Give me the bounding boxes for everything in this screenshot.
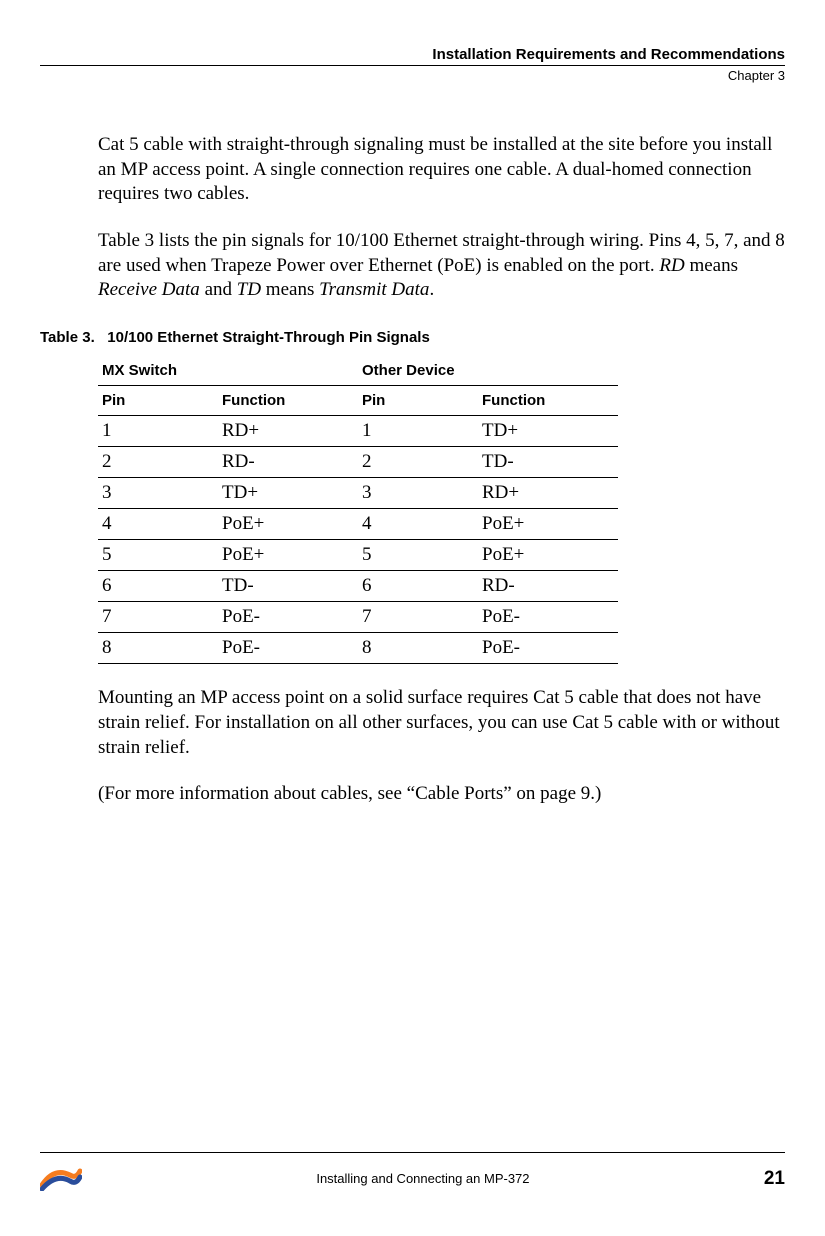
cell: 7	[98, 602, 218, 633]
header-rule	[40, 65, 785, 66]
col-func-1: Function	[218, 386, 358, 416]
cell: RD-	[218, 447, 358, 478]
footer-rule	[40, 1152, 785, 1153]
cell: 7	[358, 602, 478, 633]
table-row: 6TD-6RD-	[98, 571, 618, 602]
table-row: 7PoE-7PoE-	[98, 602, 618, 633]
cell: TD-	[218, 571, 358, 602]
cell: 1	[358, 416, 478, 447]
table-row: 2RD-2TD-	[98, 447, 618, 478]
cell: 1	[98, 416, 218, 447]
cell: RD+	[478, 478, 618, 509]
group-mx-switch: MX Switch	[98, 356, 358, 386]
table-caption-label: Table 3.	[40, 329, 95, 346]
p2-rdata: Receive Data	[98, 279, 200, 300]
cell: 4	[358, 509, 478, 540]
table-group-row: MX Switch Other Device	[98, 356, 618, 386]
cell: PoE-	[218, 633, 358, 664]
logo-icon	[40, 1161, 82, 1196]
cell: 3	[358, 478, 478, 509]
p2-rd: RD	[659, 255, 684, 276]
cell: 3	[98, 478, 218, 509]
cell: PoE-	[218, 602, 358, 633]
cell: RD-	[478, 571, 618, 602]
footer-line: Installing and Connecting an MP-372 21	[40, 1161, 785, 1196]
cell: TD-	[478, 447, 618, 478]
paragraph-1: Cat 5 cable with straight-through signal…	[98, 133, 785, 207]
cell: 4	[98, 509, 218, 540]
p2-td: TD	[237, 279, 261, 300]
footer-page-number: 21	[764, 1168, 785, 1190]
cell: TD+	[218, 478, 358, 509]
p2-part-d: means	[261, 279, 319, 300]
cell: PoE+	[478, 540, 618, 571]
cell: 5	[98, 540, 218, 571]
header-chapter: Chapter 3	[40, 68, 785, 83]
cell: 6	[98, 571, 218, 602]
page-header: Installation Requirements and Recommenda…	[40, 46, 785, 83]
cell: 5	[358, 540, 478, 571]
cell: PoE-	[478, 602, 618, 633]
cell: RD+	[218, 416, 358, 447]
pin-signals-table: MX Switch Other Device Pin Function Pin …	[98, 356, 618, 664]
p2-tdata: Transmit Data	[319, 279, 429, 300]
col-pin-2: Pin	[358, 386, 478, 416]
table-row: 4PoE+4PoE+	[98, 509, 618, 540]
header-title: Installation Requirements and Recommenda…	[40, 46, 785, 63]
paragraph-4: (For more information about cables, see …	[98, 782, 785, 807]
cell: PoE-	[478, 633, 618, 664]
cell: PoE+	[218, 509, 358, 540]
table-row: 3TD+3RD+	[98, 478, 618, 509]
page-footer: Installing and Connecting an MP-372 21	[40, 1152, 785, 1196]
table-caption-title: 10/100 Ethernet Straight-Through Pin Sig…	[107, 329, 430, 346]
p2-part-b: means	[685, 255, 738, 276]
cell: PoE+	[478, 509, 618, 540]
cell: 8	[98, 633, 218, 664]
paragraph-2: Table 3 lists the pin signals for 10/100…	[98, 229, 785, 303]
table-caption: Table 3. 10/100 Ethernet Straight-Throug…	[40, 329, 785, 346]
paragraph-3: Mounting an MP access point on a solid s…	[98, 686, 785, 760]
table-row: 5PoE+5PoE+	[98, 540, 618, 571]
col-pin-1: Pin	[98, 386, 218, 416]
cell: TD+	[478, 416, 618, 447]
table-row: 1RD+1TD+	[98, 416, 618, 447]
col-func-2: Function	[478, 386, 618, 416]
group-other-device: Other Device	[358, 356, 618, 386]
cell: 6	[358, 571, 478, 602]
p2-part-c: and	[200, 279, 237, 300]
p2-part-e: .	[429, 279, 434, 300]
table-row: 8PoE-8PoE-	[98, 633, 618, 664]
cell: 2	[358, 447, 478, 478]
cell: PoE+	[218, 540, 358, 571]
cell: 8	[358, 633, 478, 664]
footer-center-text: Installing and Connecting an MP-372	[82, 1171, 764, 1186]
table-sub-row: Pin Function Pin Function	[98, 386, 618, 416]
cell: 2	[98, 447, 218, 478]
